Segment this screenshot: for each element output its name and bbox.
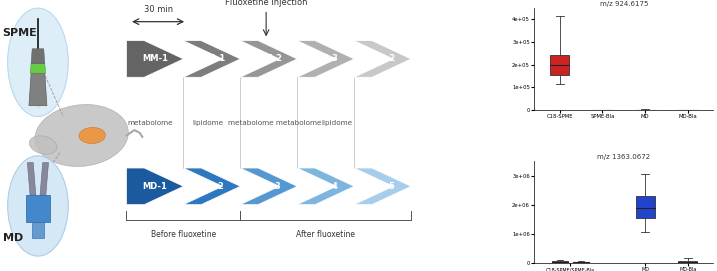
Bar xyxy=(550,54,569,75)
Ellipse shape xyxy=(79,127,105,144)
Polygon shape xyxy=(354,168,411,205)
Text: After fluoxetine: After fluoxetine xyxy=(296,230,355,239)
Ellipse shape xyxy=(8,8,68,117)
Title: m/z 924.6175: m/z 924.6175 xyxy=(599,1,648,7)
Text: lipidome: lipidome xyxy=(322,120,353,126)
Text: 30 min: 30 min xyxy=(143,5,173,14)
Ellipse shape xyxy=(8,156,68,256)
Text: MM-3: MM-3 xyxy=(313,54,338,63)
Polygon shape xyxy=(354,41,411,77)
Text: SPME: SPME xyxy=(3,28,37,37)
Text: metabolome metabolome: metabolome metabolome xyxy=(228,120,322,126)
Text: MD-3: MD-3 xyxy=(257,182,281,191)
Text: MM-1: MM-1 xyxy=(142,54,168,63)
Polygon shape xyxy=(29,73,47,106)
Polygon shape xyxy=(126,41,184,77)
Polygon shape xyxy=(30,64,46,73)
Text: lipidome: lipidome xyxy=(193,120,224,126)
Text: MD-4: MD-4 xyxy=(313,182,338,191)
Polygon shape xyxy=(240,168,298,205)
Bar xyxy=(551,261,568,262)
Polygon shape xyxy=(31,49,44,64)
Bar xyxy=(573,262,589,263)
Text: MD-1: MD-1 xyxy=(143,182,167,191)
Polygon shape xyxy=(27,195,49,222)
Text: MD-5: MD-5 xyxy=(370,182,395,191)
Text: C18-1: C18-1 xyxy=(198,54,225,63)
Title: m/z 1363.0672: m/z 1363.0672 xyxy=(597,154,650,160)
Text: Fluoxetine injection: Fluoxetine injection xyxy=(225,0,308,7)
Text: Before fluoxetine: Before fluoxetine xyxy=(151,230,216,239)
Text: MD: MD xyxy=(3,234,23,243)
Ellipse shape xyxy=(35,105,128,166)
Text: MD-2: MD-2 xyxy=(199,182,224,191)
Text: C18-2: C18-2 xyxy=(369,54,397,63)
Polygon shape xyxy=(298,41,354,77)
Polygon shape xyxy=(32,222,44,238)
Bar xyxy=(635,196,655,218)
Polygon shape xyxy=(27,163,36,195)
Text: MM-2: MM-2 xyxy=(256,54,282,63)
Polygon shape xyxy=(184,41,240,77)
Polygon shape xyxy=(240,41,298,77)
Polygon shape xyxy=(126,168,184,205)
Ellipse shape xyxy=(29,136,57,154)
Polygon shape xyxy=(184,168,240,205)
Polygon shape xyxy=(298,168,354,205)
Polygon shape xyxy=(40,163,49,195)
Text: metabolome: metabolome xyxy=(128,120,173,126)
Bar xyxy=(678,260,698,263)
